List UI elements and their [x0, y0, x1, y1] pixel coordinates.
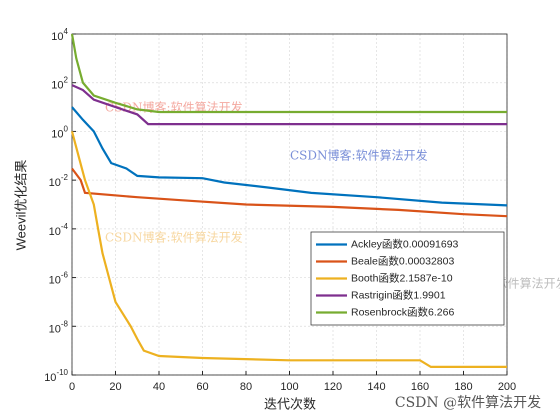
x-tick-label: 120 — [324, 381, 342, 393]
legend-label: Beale函数0.00032803 — [351, 254, 454, 267]
y-axis-label: Weevil优化结果 — [13, 160, 28, 251]
line — [70, 131, 507, 368]
legend-label: Rastrigin函数1.9901 — [351, 288, 446, 301]
y-tick-label: 10-10 — [44, 368, 68, 384]
y-tick-label: 100 — [51, 125, 68, 141]
x-tick-label: 20 — [109, 381, 121, 393]
line — [71, 167, 508, 218]
y-tick-label: 10-8 — [49, 319, 69, 335]
x-tick-label: 60 — [196, 381, 208, 393]
x-tick-label: 100 — [280, 381, 298, 393]
y-tick-label: 10-4 — [49, 222, 69, 238]
x-tick-label: 40 — [153, 381, 165, 393]
x-tick-label: 160 — [411, 381, 429, 393]
x-tick-label: 180 — [454, 381, 472, 393]
legend-label: Booth函数2.1587e-10 — [351, 271, 453, 284]
line — [71, 106, 508, 207]
line — [70, 33, 507, 114]
watermark: CSDN @软件算法开发 — [395, 395, 541, 411]
x-tick-label: 80 — [240, 381, 252, 393]
legend-label: Ackley函数0.00091693 — [351, 237, 459, 250]
watermark: CSDN博客:软件算法开发 — [290, 148, 428, 163]
y-tick-label: 102 — [51, 76, 68, 92]
y-tick-label: 10-2 — [49, 173, 69, 189]
x-axis-label: 迭代次数 — [264, 396, 316, 411]
line — [71, 84, 507, 126]
x-tick-label: 140 — [367, 381, 385, 393]
y-tick-label: 10-6 — [49, 271, 69, 287]
x-tick-label: 200 — [498, 381, 516, 393]
y-tick-label: 104 — [51, 27, 68, 43]
x-tick-label: 0 — [69, 381, 75, 393]
legend-label: Rosenbrock函数6.266 — [351, 305, 454, 318]
watermark: CSDN博客:软件算法开发 — [105, 230, 243, 245]
